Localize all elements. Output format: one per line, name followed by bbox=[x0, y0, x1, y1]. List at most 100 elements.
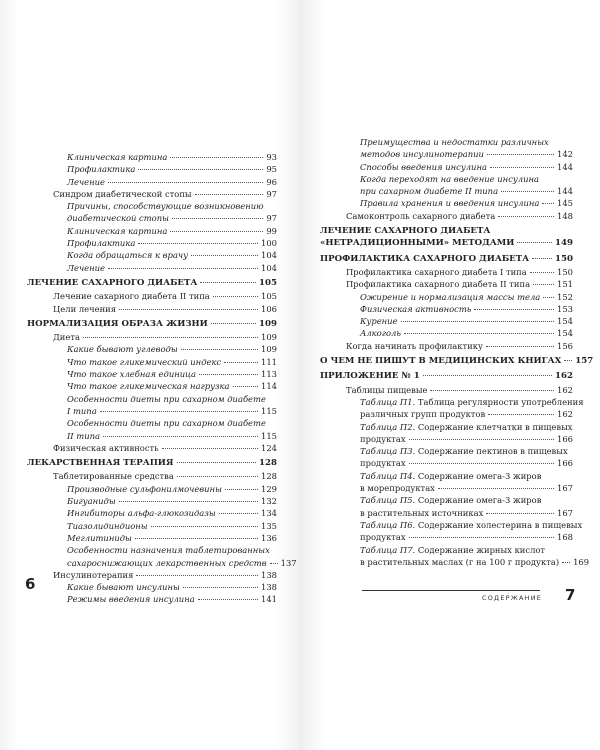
toc-entry[interactable]: Самоконтроль сахарного диабета 148 bbox=[320, 210, 573, 222]
toc-entry[interactable]: Курение 154 bbox=[320, 315, 573, 327]
toc-entry[interactable]: Таблетированные средства 128 bbox=[27, 470, 277, 482]
toc-entry[interactable]: Таблица П1. Таблица регулярности употреб… bbox=[320, 396, 584, 421]
toc-entry-text: в морепродуктах bbox=[360, 482, 435, 494]
toc-entry[interactable]: Алкоголь 154 bbox=[320, 327, 573, 339]
toc-entry-text: сахароснижающих лекарственных средств bbox=[67, 557, 267, 569]
toc-entry[interactable]: Синдром диабетической стопы 97 bbox=[27, 188, 277, 200]
toc-entry-title: ПРИЛОЖЕНИЕ № 1 bbox=[320, 371, 420, 382]
toc-entry[interactable]: ЛЕЧЕНИЕ САХАРНОГО ДИАБЕТА 105 bbox=[27, 277, 277, 289]
toc-entry[interactable]: Способы введения инсулина 144 bbox=[320, 161, 573, 173]
toc-entry-text: Способы введения инсулина bbox=[360, 161, 487, 173]
toc-entry[interactable]: Особенности диеты при сахарном диабете II… bbox=[27, 417, 277, 442]
toc-entry[interactable]: Клиническая картина 93 bbox=[27, 151, 277, 163]
toc-entry-line: Таблица П1. Таблица регулярности употреб… bbox=[360, 396, 584, 408]
toc-entry[interactable]: Что такое гликемическая нагрузка 114 bbox=[27, 380, 277, 392]
toc-entry[interactable]: Таблицы пищевые 162 bbox=[320, 384, 573, 396]
toc-entry-text: Лечение сахарного диабета II типа bbox=[53, 290, 210, 302]
toc-entry[interactable]: Когда обращаться к врачу 104 bbox=[27, 249, 277, 261]
toc-page-number: 168 bbox=[557, 532, 573, 543]
toc-entry[interactable]: О ЧЕМ НЕ ПИШУТ В МЕДИЦИНСКИХ КНИГАХ 157 bbox=[320, 355, 593, 367]
toc-entry-text: Лечение bbox=[67, 262, 105, 274]
toc-entry[interactable]: Ожирение и нормализация массы тела 152 bbox=[320, 291, 573, 303]
toc-entry-title: Лечение bbox=[67, 262, 105, 273]
toc-entry[interactable]: Таблица П3. Содержание пектинов в пищевы… bbox=[320, 445, 573, 470]
toc-entry[interactable]: Производные сульфонилмочевины 129 bbox=[27, 483, 277, 495]
toc-entry[interactable]: Когда начинать профилактику 156 bbox=[320, 340, 573, 352]
toc-entry[interactable]: Цели лечения 106 bbox=[27, 303, 277, 315]
toc-entry[interactable]: Особенности назначения таблетированных са… bbox=[27, 544, 297, 569]
toc-entry[interactable]: Режимы введения инсулина 141 bbox=[27, 593, 277, 605]
toc-entry-text: Алкоголь bbox=[360, 327, 401, 339]
toc-entry[interactable]: Физическая активность 124 bbox=[27, 442, 277, 454]
toc-entry[interactable]: Лечение 96 bbox=[27, 176, 277, 188]
dot-leader bbox=[103, 435, 258, 437]
toc-entry[interactable]: ПРИЛОЖЕНИЕ № 1 162 bbox=[320, 370, 573, 382]
toc-entry-line: Таблицы пищевые 162 bbox=[346, 384, 573, 396]
toc-entry-title: Профилактика bbox=[67, 238, 136, 249]
dot-leader bbox=[210, 322, 257, 324]
toc-entry[interactable]: Что такое гликемический индекс 111 bbox=[27, 356, 277, 368]
toc-entry-title: Самоконтроль сахарного диабета bbox=[346, 210, 496, 221]
toc-entry[interactable]: ЛЕЧЕНИЕ САХАРНОГО ДИАБЕТА «НЕТРАДИЦИОННЫМ… bbox=[320, 225, 573, 250]
toc-entry[interactable]: Таблица П5. Содержание омега-3 жиров в ра… bbox=[320, 494, 573, 519]
toc-entry[interactable]: Профилактика 100 bbox=[27, 237, 277, 249]
dot-leader bbox=[171, 218, 264, 220]
toc-entry-title: Таблетированные средства bbox=[53, 471, 174, 482]
dot-leader bbox=[134, 537, 258, 539]
toc-entry-line: Особенности назначения таблетированных bbox=[67, 544, 277, 556]
toc-page-number: 154 bbox=[557, 316, 573, 327]
toc-entry-text: Таблица П4. Содержание омега-3 жиров bbox=[360, 471, 541, 481]
toc-entry[interactable]: Особенности диеты при сахарном диабете I … bbox=[27, 393, 277, 418]
toc-entry[interactable]: Лечение 104 bbox=[27, 262, 277, 274]
toc-entry[interactable]: Правила хранения и введения инсулина 145 bbox=[320, 197, 573, 209]
dot-leader bbox=[488, 414, 554, 416]
toc-entry[interactable]: Инсулинотерапия 138 bbox=[27, 569, 277, 581]
toc-entry-line: II типа 115 bbox=[67, 430, 277, 442]
toc-page-number: 166 bbox=[557, 458, 573, 469]
toc-entry-title: Цели лечения bbox=[53, 303, 117, 314]
toc-entry-prefix: Таблица П4. bbox=[360, 470, 416, 481]
toc-entry[interactable]: Бигуаниды 132 bbox=[27, 495, 277, 507]
right-page: Преимущества и недостатки различных метод… bbox=[300, 0, 600, 750]
toc-entry-line: Профилактика сахарного диабета II типа 15… bbox=[346, 278, 573, 290]
toc-entry[interactable]: Таблица П2. Содержание клетчатки в пищев… bbox=[320, 421, 573, 446]
toc-entry[interactable]: Когда переходят на введение инсулина при … bbox=[320, 173, 573, 198]
toc-entry[interactable]: Таблица П4. Содержание омега-3 жиров в мо… bbox=[320, 470, 573, 495]
toc-entry-text: Что такое гликемический индекс bbox=[67, 356, 221, 368]
toc-entry[interactable]: ЛЕКАРСТВЕННАЯ ТЕРАПИЯ 128 bbox=[27, 457, 277, 469]
toc-entry[interactable]: Что такое хлебная единица 113 bbox=[27, 368, 277, 380]
toc-entry[interactable]: Клиническая картина 99 bbox=[27, 225, 277, 237]
toc-entry[interactable]: Какие бывают инсулины 138 bbox=[27, 581, 277, 593]
toc-entry[interactable]: Какие бывают углеводы 109 bbox=[27, 343, 277, 355]
toc-page-number: 138 bbox=[261, 569, 277, 580]
toc-entry[interactable]: Таблица П7. Содержание жирных кислот в ра… bbox=[320, 544, 589, 569]
toc-entry-text: Особенности диеты при сахарном диабете bbox=[67, 394, 266, 404]
toc-entry[interactable]: Профилактика сахарного диабета II типа 15… bbox=[320, 278, 573, 290]
toc-entry[interactable]: НОРМАЛИЗАЦИЯ ОБРАЗА ЖИЗНИ 109 bbox=[27, 318, 277, 330]
toc-entry[interactable]: Меглитиниды 136 bbox=[27, 532, 277, 544]
toc-entry-title: Клиническая картина bbox=[67, 152, 168, 162]
toc-entry-text: Таблица П1. Таблица регулярности употреб… bbox=[360, 397, 584, 407]
toc-entry[interactable]: Таблица П6. Содержание холестерина в пищ… bbox=[320, 519, 582, 544]
toc-entry[interactable]: Преимущества и недостатки различных метод… bbox=[320, 136, 573, 161]
toc-entry[interactable]: Причины, способствующие возникновению диа… bbox=[27, 200, 277, 225]
dot-leader bbox=[136, 574, 258, 576]
toc-entry-text: Диета bbox=[53, 331, 80, 343]
toc-entry-text: ЛЕКАРСТВЕННАЯ ТЕРАПИЯ bbox=[27, 457, 174, 469]
toc-entry-text: Лечение bbox=[67, 176, 105, 188]
toc-entry[interactable]: Профилактика сахарного диабета I типа 150 bbox=[320, 266, 573, 278]
toc-entry[interactable]: Профилактика 95 bbox=[27, 163, 277, 175]
toc-entry[interactable]: Тиазолидиндионы 135 bbox=[27, 520, 277, 532]
toc-page-number: 144 bbox=[557, 186, 573, 197]
toc-entry-text: Режимы введения инсулина bbox=[67, 593, 195, 605]
toc-entry-text: в растительных маслах (г на 100 г продук… bbox=[360, 556, 559, 568]
toc-entry[interactable]: Ингибиторы альфа-глюкозидазы 134 bbox=[27, 507, 277, 519]
toc-entry-line: Какие бывают инсулины 138 bbox=[67, 581, 277, 593]
toc-entry[interactable]: ПРОФИЛАКТИКА САХАРНОГО ДИАБЕТА 150 bbox=[320, 253, 573, 265]
dot-leader bbox=[224, 361, 258, 363]
toc-entry[interactable]: Лечение сахарного диабета II типа 105 bbox=[27, 290, 277, 302]
toc-entry[interactable]: Диета 109 bbox=[27, 331, 277, 343]
toc-entry-title: Содержание холестерина в пищевых bbox=[415, 519, 583, 530]
toc-entry-text: ПРИЛОЖЕНИЕ № 1 bbox=[320, 370, 420, 382]
toc-entry[interactable]: Физическая активность 153 bbox=[320, 303, 573, 315]
